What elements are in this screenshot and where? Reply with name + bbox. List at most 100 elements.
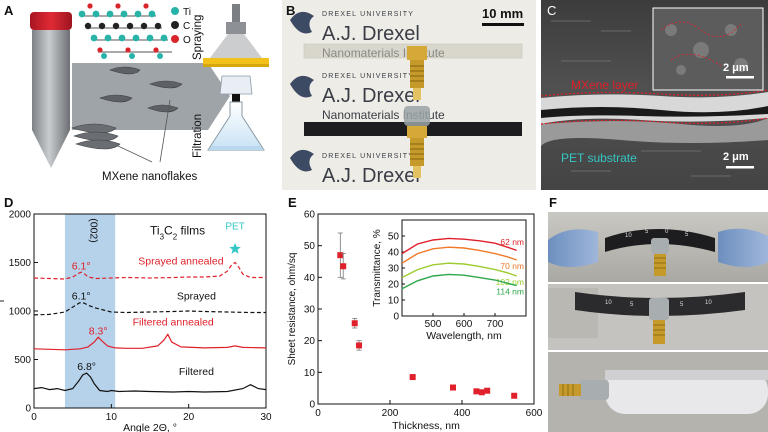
svg-text:10: 10 bbox=[705, 300, 712, 306]
panel-label-d: D bbox=[4, 195, 14, 210]
mxene-layer-label: MXene layer bbox=[571, 78, 638, 92]
y-tick-label: 30 bbox=[304, 305, 316, 316]
scale-bar-label-b: 10 mm bbox=[482, 6, 523, 21]
data-point-5 bbox=[450, 384, 456, 391]
bending-photo-2: 10 5 0 5 10 bbox=[548, 284, 768, 350]
y-tick-label: 60 bbox=[304, 210, 316, 221]
y-tick-label: 1500 bbox=[9, 258, 32, 269]
inset-series-label: 70 nm bbox=[500, 261, 524, 271]
inset-y-axis-label: Transmittance, % bbox=[372, 229, 383, 307]
inset-y-tick-label: 30 bbox=[388, 264, 400, 275]
inset-y-tick-label: 40 bbox=[388, 248, 400, 259]
svg-text:A.J. Drexel: A.J. Drexel bbox=[322, 165, 420, 187]
flakes-on-arrow bbox=[99, 66, 183, 113]
y-tick-label: 40 bbox=[304, 273, 316, 284]
sem-inset: 2 μm bbox=[652, 7, 764, 91]
legend-ti: Ti bbox=[183, 7, 191, 18]
sma-connector-icon bbox=[407, 46, 427, 100]
inset-x-tick-label: 600 bbox=[456, 319, 473, 330]
vial-cap bbox=[30, 12, 72, 30]
y-tick-label: 2000 bbox=[9, 210, 32, 221]
sem-cross-section: 2 μm MXene layer PET substrate 2 μm bbox=[541, 0, 768, 190]
legend-o: O bbox=[183, 35, 191, 46]
svg-text:10: 10 bbox=[625, 233, 632, 239]
series-name-label: Sprayed bbox=[177, 290, 216, 302]
inset-series-label: 62 nm bbox=[500, 237, 524, 247]
svg-text:5: 5 bbox=[680, 302, 684, 308]
data-point-4 bbox=[409, 374, 416, 381]
svg-text:DREXEL UNIVERSITY: DREXEL UNIVERSITY bbox=[322, 73, 414, 80]
series-name-label: Filtered annealed bbox=[133, 317, 214, 329]
panel-e-resistance: E 0 200 400 600 0 10 20 30 40 50 60 Thickness, nm Sh… bbox=[284, 192, 542, 432]
peak-label: 6.1° bbox=[72, 290, 91, 302]
y-tick-label: 0 bbox=[309, 400, 315, 411]
series-name-label: Sprayed annealed bbox=[138, 255, 223, 267]
svg-text:A.J. Drexel: A.J. Drexel bbox=[322, 23, 420, 45]
data-point-9 bbox=[511, 392, 518, 399]
series-name-label: Filtered bbox=[179, 366, 214, 378]
letterhead-rows: DREXEL UNIVERSITY A.J. Drexel Nanomateri… bbox=[322, 11, 445, 187]
main-scale-label: 2 μm bbox=[723, 151, 749, 163]
x-tick-label: 400 bbox=[454, 408, 471, 419]
panel-f-bending: F 10 5 0 5 10 5 0 5 10 bbox=[545, 192, 768, 432]
scale-bar-b bbox=[482, 23, 524, 26]
inset-y-tick-label: 0 bbox=[393, 312, 399, 323]
y-tick-label: 0 bbox=[25, 404, 31, 415]
inset-y-tick-label: 10 bbox=[388, 296, 400, 307]
svg-text:5: 5 bbox=[630, 302, 634, 308]
pet-peak-label: PET bbox=[225, 222, 244, 233]
bending-photo-3 bbox=[548, 352, 768, 432]
inset-series-line-1 bbox=[401, 246, 517, 264]
electrodes-photo: DREXEL UNIVERSITY A.J. Drexel Nanomateri… bbox=[282, 0, 536, 190]
pet-star-icon bbox=[229, 242, 241, 254]
svg-text:A.J. Drexel: A.J. Drexel bbox=[322, 85, 420, 107]
series-line-1 bbox=[33, 301, 266, 316]
svg-text:5: 5 bbox=[645, 229, 649, 235]
panel-d-xrd: D 0 10 20 30 0 500 1000 1500 2000 Angle 2Θ, ° Spr… bbox=[0, 192, 282, 432]
x-tick-label: 30 bbox=[260, 412, 272, 423]
x-axis-label: Thickness, nm bbox=[392, 420, 460, 432]
filtration-label: Filtration bbox=[192, 114, 204, 158]
sma-connector-icon-2 bbox=[404, 106, 430, 178]
data-point-8 bbox=[484, 387, 491, 394]
peak-label: 8.3° bbox=[89, 325, 108, 337]
panel-label-b: B bbox=[286, 3, 296, 18]
data-point-1 bbox=[340, 263, 347, 270]
peak-label: 6.8° bbox=[77, 361, 96, 373]
svg-text:10: 10 bbox=[605, 300, 612, 306]
inset-y-tick-label: 20 bbox=[388, 280, 400, 291]
y-axis-label: I bbox=[0, 300, 7, 303]
x-tick-label: 600 bbox=[526, 408, 542, 419]
x-tick-label: 0 bbox=[31, 412, 37, 423]
panel-a-schematic: Ti C O MXene nanoflakes Spraying bbox=[30, 3, 269, 183]
panel-label-a: A bbox=[4, 3, 14, 18]
atom-legend: Ti C O bbox=[171, 7, 191, 46]
x-tick-label: 10 bbox=[106, 412, 118, 423]
process-arrow bbox=[72, 63, 230, 130]
flake-stack bbox=[71, 123, 121, 150]
svg-text:0: 0 bbox=[665, 229, 669, 235]
peak-label: 6.1° bbox=[72, 260, 91, 272]
x-tick-label: 0 bbox=[315, 408, 321, 419]
series-line-3 bbox=[33, 372, 267, 393]
spray-nozzle-icon bbox=[203, 4, 269, 67]
panel-label-f: F bbox=[549, 195, 557, 210]
highlight-002-band bbox=[64, 214, 116, 408]
x-tick-label: 20 bbox=[183, 412, 195, 423]
panel-label-c: C bbox=[547, 3, 557, 18]
y-axis-label: Sheet resistance, ohm/sq bbox=[287, 253, 298, 366]
series-line-2 bbox=[33, 333, 267, 351]
panel-c-sem: 2 μm MXene layer PET substrate 2 μm C bbox=[541, 0, 768, 190]
panel-label-e: E bbox=[288, 195, 297, 210]
inset-series-label: 114 nm bbox=[496, 287, 524, 297]
data-point-2 bbox=[351, 320, 358, 327]
bending-photos: 10 5 0 5 10 5 0 5 10 bbox=[548, 212, 768, 432]
filtration-flask-icon bbox=[207, 75, 265, 151]
x-tick-label: 200 bbox=[382, 408, 399, 419]
panel-a: A bbox=[0, 0, 280, 212]
bending-photo-1: 10 5 0 5 bbox=[548, 212, 768, 282]
peak-index-label: (002) bbox=[87, 218, 99, 243]
inset-series-label: 102 nm bbox=[496, 277, 524, 287]
series-line-0 bbox=[33, 261, 266, 280]
